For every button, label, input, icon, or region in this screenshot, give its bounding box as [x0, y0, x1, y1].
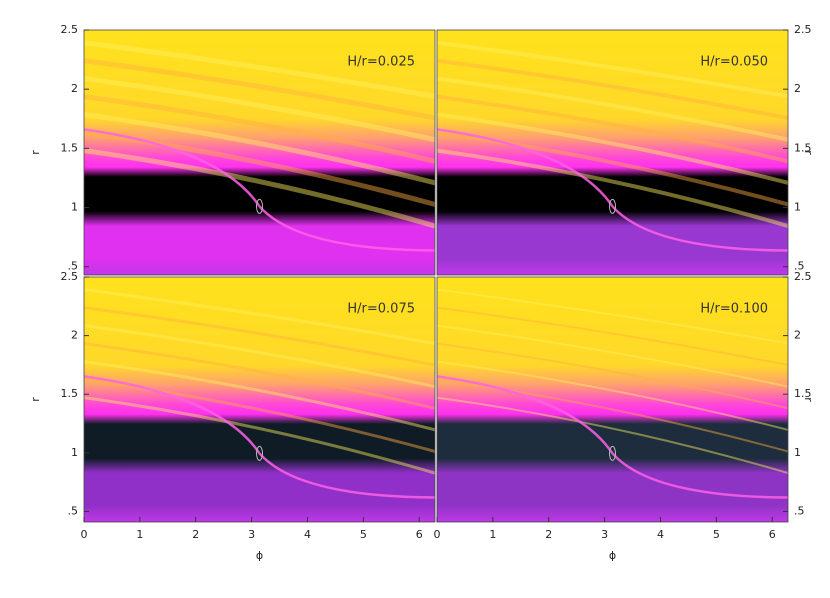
- x-tick-label: 0: [81, 528, 88, 541]
- streak: [84, 130, 435, 208]
- x-axis-label: ϕ: [609, 549, 616, 562]
- streak: [84, 396, 435, 475]
- streak: [437, 324, 788, 388]
- x-tick-label: 2: [192, 528, 199, 541]
- streak: [84, 378, 435, 454]
- spiral-arm: [84, 375, 261, 455]
- y-tick-label: 1.5: [794, 141, 812, 154]
- streak: [437, 288, 788, 345]
- x-axis-label: ϕ: [256, 549, 263, 562]
- streak: [437, 76, 788, 142]
- spiral-arm: [437, 375, 614, 455]
- y-tick-label: 1.5: [794, 387, 812, 400]
- x-tick-label: 4: [304, 528, 311, 541]
- y-tick-label: .5: [794, 260, 805, 273]
- annotation: H/r=0.100: [700, 302, 768, 317]
- x-tick-label: 3: [601, 528, 608, 541]
- streak: [437, 130, 788, 207]
- spiral-arm: [611, 205, 788, 252]
- panel: [84, 30, 435, 275]
- spiral-arm: [258, 205, 435, 252]
- y-tick-label: 2: [71, 329, 78, 342]
- y-tick-label: .5: [68, 504, 79, 517]
- x-tick-label: 6: [416, 528, 423, 541]
- x-tick-label: 5: [713, 528, 720, 541]
- panel: [84, 277, 435, 522]
- annotation: H/r=0.050: [700, 55, 768, 70]
- y-tick-label: 1: [794, 201, 801, 214]
- y-tick-label: 1: [71, 446, 78, 459]
- streak: [437, 112, 788, 185]
- streak: [84, 148, 435, 229]
- streak: [437, 40, 788, 99]
- x-tick-label: 0: [434, 528, 441, 541]
- planet: [609, 445, 616, 461]
- streak: [84, 40, 435, 99]
- annotation: H/r=0.025: [347, 55, 415, 70]
- streak: [84, 324, 435, 389]
- streak: [437, 378, 788, 453]
- density-field: [84, 30, 435, 275]
- y-tick-label: 2: [794, 329, 801, 342]
- streak: [84, 58, 435, 121]
- streak: [437, 360, 788, 431]
- y-tick-label: 1: [794, 446, 801, 459]
- x-tick-label: 1: [489, 528, 496, 541]
- streak: [437, 94, 788, 164]
- spiral-arm: [437, 128, 614, 208]
- streak: [84, 342, 435, 410]
- x-tick-label: 1: [136, 528, 143, 541]
- streak: [437, 148, 788, 229]
- x-tick-label: 2: [545, 528, 552, 541]
- y-axis-label: r: [29, 150, 42, 155]
- density-field: [437, 277, 788, 522]
- y-axis-label: r: [29, 397, 42, 402]
- y-tick-label: 2.5: [794, 270, 812, 283]
- y-tick-label: 2: [794, 82, 801, 95]
- spiral-arm: [84, 128, 261, 208]
- panel: [437, 277, 788, 522]
- planet: [256, 198, 263, 214]
- streak: [84, 360, 435, 432]
- y-tick-label: .5: [794, 504, 805, 517]
- streak: [437, 306, 788, 367]
- x-tick-label: 3: [248, 528, 255, 541]
- panel-frame: [83, 276, 436, 523]
- panel-frame: [83, 29, 436, 276]
- spiral-arm: [258, 452, 435, 499]
- x-tick-label: 5: [360, 528, 367, 541]
- density-field: [437, 30, 788, 275]
- panel-frame: [436, 29, 789, 276]
- y-tick-label: .5: [68, 260, 79, 273]
- y-axis-label: r: [802, 397, 815, 402]
- streak: [84, 112, 435, 186]
- y-tick-label: 2: [71, 82, 78, 95]
- x-tick-label: 6: [769, 528, 776, 541]
- streak: [437, 342, 788, 410]
- y-tick-label: 2.5: [61, 23, 79, 36]
- y-tick-label: 1.5: [61, 141, 79, 154]
- planet: [256, 445, 263, 461]
- planet: [609, 198, 616, 214]
- y-axis-label: r: [802, 150, 815, 155]
- y-tick-label: 2.5: [794, 23, 812, 36]
- streak: [84, 288, 435, 345]
- panel: [437, 30, 788, 275]
- y-tick-label: 2.5: [61, 270, 79, 283]
- streak: [84, 306, 435, 367]
- annotation: H/r=0.075: [347, 302, 415, 317]
- spiral-arm: [611, 452, 788, 499]
- streak: [437, 58, 788, 121]
- streak: [437, 396, 788, 475]
- y-tick-label: 1: [71, 201, 78, 214]
- streak: [84, 94, 435, 164]
- x-tick-label: 4: [657, 528, 664, 541]
- panel-frame: [436, 276, 789, 523]
- density-field: [84, 277, 435, 522]
- streak: [84, 76, 435, 143]
- y-tick-label: 1.5: [61, 387, 79, 400]
